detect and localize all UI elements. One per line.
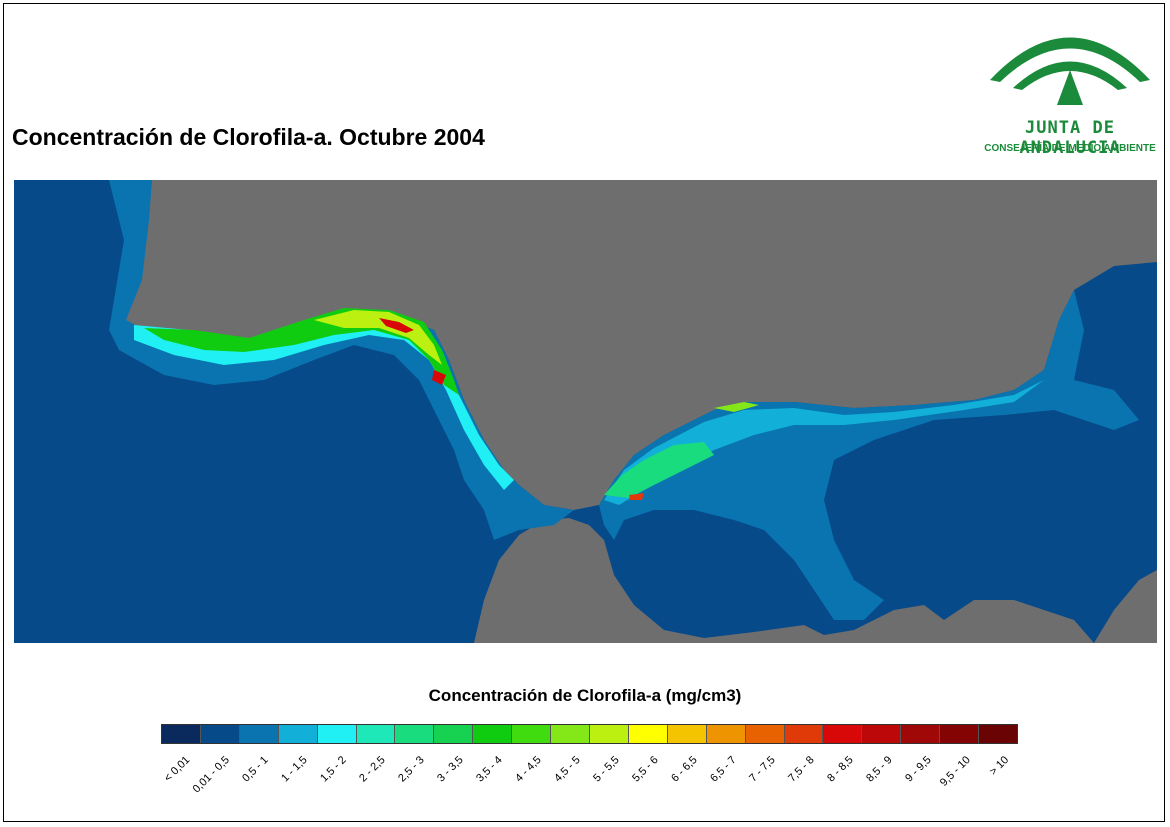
legend-swatch [823, 725, 863, 743]
med-band-green [604, 442, 714, 498]
legend-swatch [200, 725, 240, 743]
legend-swatch [862, 725, 902, 743]
coastal-hotspot-red [379, 318, 446, 385]
figure-frame [3, 3, 1165, 822]
legend-title: Concentración de Clorofila-a (mg/cm3) [428, 686, 742, 705]
legend-swatch [589, 725, 629, 743]
legend-swatch [628, 725, 668, 743]
legend-swatch [395, 725, 435, 743]
legend-swatch [940, 725, 980, 743]
land-africa-east [1094, 570, 1157, 643]
legend-swatch [162, 725, 201, 743]
legend-swatch [317, 725, 357, 743]
page-title: Concentración de Clorofila-a. Octubre 20… [12, 124, 485, 150]
legend-swatch [512, 725, 552, 743]
legend-swatch [979, 725, 1017, 743]
logo-subtitle: CONSEJERÍA DE MEDIO AMBIENTE [984, 143, 1156, 154]
coastal-band-cyan [134, 312, 514, 490]
legend-swatch [239, 725, 279, 743]
legend-swatch [434, 725, 474, 743]
junta-andalucia-logo: JUNTA DE ANDALUCIA CONSEJERÍA DE MEDIO A… [975, 10, 1165, 160]
med-band-cyan [604, 380, 1044, 505]
legend-swatch [667, 725, 707, 743]
logo-name: JUNTA DE ANDALUCIA [1019, 118, 1121, 158]
legend-swatch [356, 725, 396, 743]
legend-swatch [745, 725, 785, 743]
legend-swatch [901, 725, 941, 743]
legend-swatch [706, 725, 746, 743]
legend-swatch [278, 725, 318, 743]
logo-emblem-icon [990, 37, 1150, 105]
coastal-band-green [144, 308, 459, 395]
land-africa [474, 518, 1094, 643]
coastal-band-outer [109, 180, 574, 540]
legend-swatch [784, 725, 824, 743]
land-iberia [124, 180, 1157, 510]
chlorophyll-map [14, 180, 1157, 643]
legend-color-bar [161, 724, 1018, 744]
legend-swatch [473, 725, 513, 743]
coastal-band-yellow [314, 310, 442, 365]
med-band-lime [714, 402, 759, 412]
med-hotspot [629, 493, 644, 500]
legend-swatch [551, 725, 590, 743]
